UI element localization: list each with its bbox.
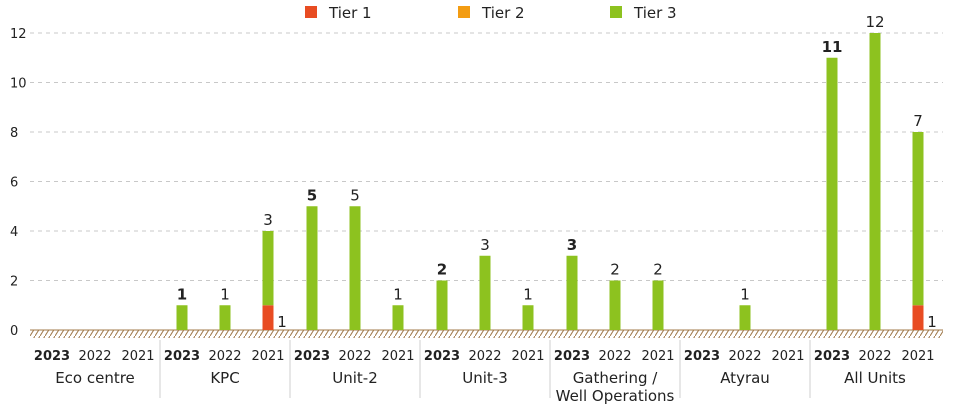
legend-swatch-1 bbox=[305, 6, 317, 18]
year-label: 2023 bbox=[294, 349, 330, 364]
bar-tier1 bbox=[262, 305, 274, 330]
y-tick-label: 10 bbox=[10, 77, 27, 92]
bar-value-label: 5 bbox=[350, 186, 360, 204]
bar-tier3 bbox=[349, 206, 361, 330]
bar-value-label: 1 bbox=[220, 285, 230, 303]
legend-swatch-3 bbox=[610, 6, 622, 18]
year-label: 2022 bbox=[208, 349, 241, 364]
bar-tier3 bbox=[392, 305, 404, 330]
year-label: 2021 bbox=[251, 349, 284, 364]
year-label: 2023 bbox=[164, 349, 200, 364]
year-label: 2022 bbox=[78, 349, 111, 364]
y-tick-label: 4 bbox=[10, 225, 18, 240]
year-label: 2022 bbox=[858, 349, 891, 364]
x-axis-ground bbox=[30, 330, 943, 338]
x-axis: 2023 2022 2021 Eco centre 2023 2022 2021 KPC 202… bbox=[34, 340, 935, 405]
group-label: Well Operations bbox=[556, 387, 675, 405]
year-label: 2021 bbox=[771, 349, 804, 364]
bar-tier3 bbox=[609, 280, 621, 330]
bar-tier3 bbox=[262, 231, 274, 306]
y-tick-label: 2 bbox=[10, 275, 18, 290]
bar-value-label: 3 bbox=[480, 236, 490, 254]
bar-value-label: 2 bbox=[437, 261, 447, 279]
year-label: 2022 bbox=[338, 349, 371, 364]
year-label: 2023 bbox=[814, 349, 850, 364]
year-label: 2023 bbox=[424, 349, 460, 364]
group-label: Gathering / bbox=[573, 369, 659, 387]
bar-tier3 bbox=[522, 305, 534, 330]
bar-value-label: 2 bbox=[610, 261, 620, 279]
legend-swatch-2 bbox=[458, 6, 470, 18]
tier1-value-label: 1 bbox=[927, 313, 937, 331]
year-label: 2022 bbox=[468, 349, 501, 364]
year-label: 2021 bbox=[381, 349, 414, 364]
bar-value-label: 2 bbox=[653, 261, 663, 279]
tier1-value-label: 1 bbox=[277, 313, 287, 331]
legend-label-3: Tier 3 bbox=[633, 4, 677, 22]
bar-tier3 bbox=[652, 280, 664, 330]
legend-label-2: Tier 2 bbox=[481, 4, 525, 22]
bar-tier3 bbox=[176, 305, 188, 330]
bar-tier3 bbox=[479, 255, 491, 330]
group-label: Eco centre bbox=[55, 369, 135, 387]
group-label: Unit-3 bbox=[462, 369, 508, 387]
bar-value-label: 1 bbox=[740, 285, 750, 303]
bar-value-label: 7 bbox=[913, 112, 923, 130]
group-label: Unit-2 bbox=[332, 369, 378, 387]
bar-tier3 bbox=[306, 206, 318, 330]
legend: Tier 1 Tier 2 Tier 3 bbox=[305, 4, 677, 22]
year-label: 2021 bbox=[641, 349, 674, 364]
bar-value-label: 1 bbox=[393, 285, 403, 303]
bar-value-label: 5 bbox=[307, 186, 317, 204]
bar-value-label: 1 bbox=[177, 285, 187, 303]
group-label: All Units bbox=[844, 369, 906, 387]
y-tick-label: 12 bbox=[10, 27, 27, 42]
legend-label-1: Tier 1 bbox=[328, 4, 372, 22]
year-label: 2023 bbox=[684, 349, 720, 364]
bar-tier3 bbox=[566, 255, 578, 330]
bar-value-label: 1 bbox=[523, 285, 533, 303]
bar-tier1 bbox=[912, 305, 924, 330]
bar-tier3 bbox=[739, 305, 751, 330]
y-tick-label: 0 bbox=[10, 324, 18, 339]
y-tick-label: 6 bbox=[10, 176, 18, 191]
gridlines bbox=[30, 32, 943, 281]
group-label: KPC bbox=[210, 369, 239, 387]
bar-value-label: 3 bbox=[567, 236, 577, 254]
year-label: 2021 bbox=[511, 349, 544, 364]
year-label: 2022 bbox=[598, 349, 631, 364]
year-label: 2022 bbox=[728, 349, 761, 364]
year-label: 2023 bbox=[554, 349, 590, 364]
bar-tier3 bbox=[869, 33, 881, 330]
bar-tier3 bbox=[912, 132, 924, 306]
year-label: 2023 bbox=[34, 349, 70, 364]
year-label: 2021 bbox=[121, 349, 154, 364]
bar-tier3 bbox=[219, 305, 231, 330]
bar-value-label: 3 bbox=[263, 211, 273, 229]
bar-value-label: 12 bbox=[865, 13, 884, 31]
year-label: 2021 bbox=[901, 349, 934, 364]
bar-value-label: 11 bbox=[822, 38, 843, 56]
group-label: Atyrau bbox=[720, 369, 770, 387]
bar-tier3 bbox=[826, 57, 838, 330]
y-tick-label: 8 bbox=[10, 126, 18, 141]
bar-tier3 bbox=[436, 280, 448, 330]
y-axis: 0 2 4 6 8 10 12 bbox=[10, 27, 27, 339]
